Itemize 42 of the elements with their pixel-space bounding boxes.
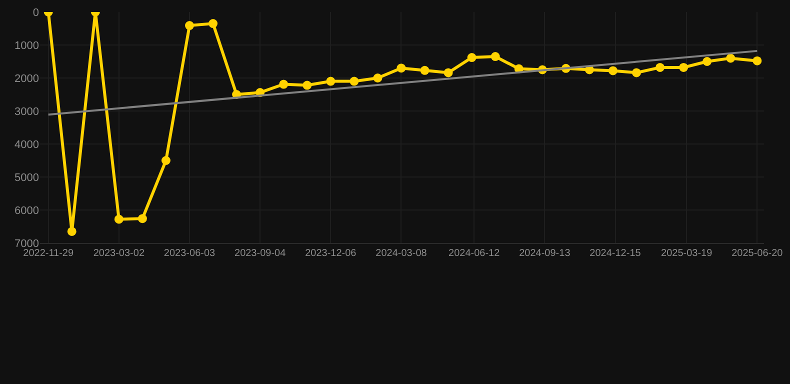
point — [726, 54, 736, 63]
x-tick-label: 2023-06-03 — [164, 248, 216, 259]
point — [350, 76, 359, 86]
point — [138, 214, 147, 224]
point — [632, 68, 641, 78]
point — [161, 156, 170, 165]
point — [679, 62, 688, 72]
point — [302, 80, 312, 90]
y-tick-label: 2000 — [14, 72, 39, 85]
point — [467, 53, 476, 62]
point — [702, 57, 712, 66]
point — [373, 74, 382, 82]
x-tick-label: 2023-03-02 — [93, 248, 145, 259]
y-tick-label: 5000 — [14, 172, 39, 184]
point — [444, 68, 453, 78]
point — [185, 21, 194, 30]
point — [114, 214, 124, 224]
y-tick-label: 0 — [32, 6, 39, 19]
x-tick-label: 2024-09-13 — [519, 248, 571, 259]
x-tick-label: 2024-12-15 — [590, 248, 642, 259]
point — [67, 226, 76, 236]
y-tick-label: 7000 — [14, 238, 39, 250]
point — [608, 66, 618, 76]
y-tick-label: 3000 — [14, 106, 39, 118]
x-tick-label: 2022-11-29 — [23, 248, 74, 259]
point — [656, 62, 665, 72]
x-tick-label: 2023-09-04 — [234, 248, 286, 259]
x-tick-label: 2025-03-19 — [661, 248, 713, 259]
y-tick-label: 6000 — [14, 204, 39, 217]
y-tick-label: 4000 — [14, 138, 39, 151]
point — [490, 52, 500, 62]
x-tick-label: 2023-12-06 — [305, 248, 357, 259]
point — [208, 19, 218, 28]
y-tick-label: 1000 — [14, 40, 39, 52]
x-tick-label: 2025-06-20 — [732, 248, 784, 259]
point — [420, 66, 430, 75]
x-tick-label: 2024-06-12 — [448, 248, 500, 259]
point — [396, 64, 406, 73]
point — [326, 76, 336, 86]
point — [752, 56, 762, 66]
x-tick-label: 2024-03-08 — [376, 248, 428, 259]
point — [279, 80, 288, 89]
